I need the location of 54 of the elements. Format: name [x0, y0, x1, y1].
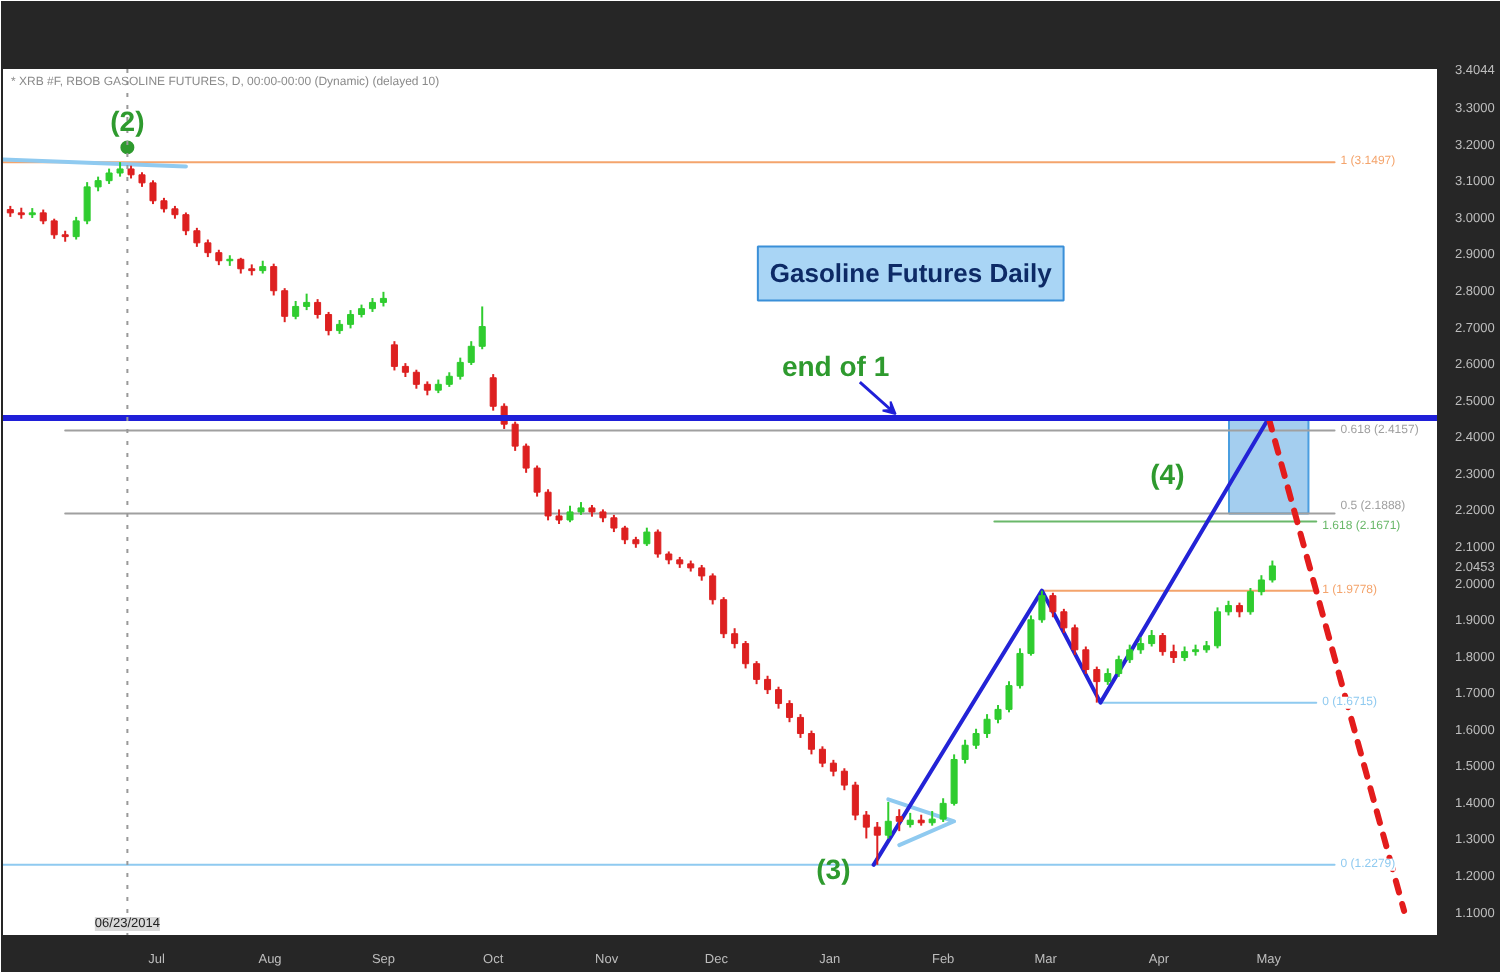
candlestick — [533, 464, 541, 498]
candlestick — [83, 181, 91, 226]
candlestick — [753, 660, 761, 686]
candlestick — [840, 767, 848, 792]
candlestick — [884, 800, 892, 840]
candlestick — [270, 262, 278, 297]
candlestick — [742, 640, 750, 670]
candlestick — [1038, 589, 1046, 624]
candlestick — [314, 298, 322, 320]
candlestick — [1257, 574, 1265, 597]
candlestick — [796, 713, 804, 739]
candlestick — [467, 340, 475, 366]
candlestick — [1159, 631, 1167, 657]
candlestick — [325, 310, 333, 337]
candlestick — [292, 299, 300, 321]
annotation: (3) — [816, 853, 851, 886]
candlestick — [1115, 654, 1123, 678]
candlestick — [862, 810, 870, 840]
candlestick — [522, 442, 530, 474]
candlestick — [1246, 587, 1254, 616]
annotation: end of 1 — [781, 349, 890, 382]
candlestick — [1268, 559, 1276, 584]
candlestick — [456, 356, 464, 381]
candlestick — [785, 699, 794, 724]
candlestick — [709, 572, 717, 606]
candlestick — [939, 797, 947, 824]
candlestick — [643, 526, 651, 547]
candlestick — [851, 780, 859, 822]
candlestick — [478, 305, 486, 351]
candlestick — [281, 287, 289, 324]
text: Gasoline Futures Daily — [769, 258, 1054, 289]
candlestick — [775, 685, 783, 710]
candlestick — [1213, 606, 1222, 650]
candlestick — [720, 596, 728, 640]
candlestick — [873, 821, 881, 866]
annotation: (4) — [1150, 458, 1185, 491]
candlestick — [50, 217, 58, 240]
candlestick — [731, 627, 739, 650]
annotation: (2) — [110, 105, 145, 138]
candlestick — [489, 373, 497, 412]
candlestick — [72, 215, 80, 241]
candlestick — [347, 309, 355, 330]
candlestick — [390, 340, 398, 372]
candlestick — [807, 729, 815, 756]
candlestick — [1126, 643, 1134, 664]
candlestick — [1170, 643, 1178, 664]
candlestick — [544, 488, 552, 522]
candlestick — [818, 745, 826, 769]
candlestick — [895, 808, 903, 833]
candlestick — [764, 674, 772, 696]
candlestick — [149, 179, 157, 206]
candlestick — [1093, 665, 1101, 704]
candlestick — [654, 528, 662, 559]
candlestick — [412, 368, 420, 390]
